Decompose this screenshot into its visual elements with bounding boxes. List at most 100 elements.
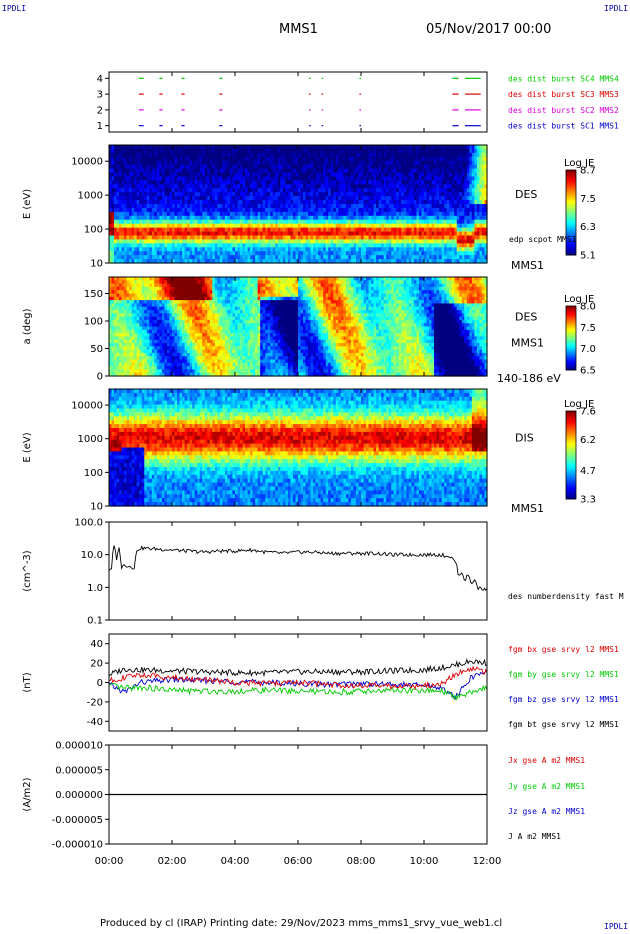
heatmap-cell [222, 184, 226, 189]
heatmap-cell [313, 227, 317, 233]
heatmap-cell [449, 227, 453, 233]
heatmap-cell [446, 160, 450, 166]
heatmap-cell [131, 145, 135, 150]
heatmap-cell [172, 223, 176, 229]
heatmap-cell [459, 215, 463, 221]
heatmap-cell [335, 243, 339, 248]
heatmap-cell [136, 196, 140, 201]
heatmap-cell [436, 192, 440, 197]
colorbar-segment [566, 197, 576, 201]
heatmap-cell [361, 247, 365, 252]
heatmap-cell [386, 223, 390, 229]
heatmap-cell [345, 255, 349, 260]
heatmap-cell [393, 200, 397, 205]
heatmap-cell [224, 227, 229, 233]
heatmap-cell [366, 180, 370, 185]
heatmap-cell [119, 200, 123, 205]
heatmap-cell [265, 180, 269, 185]
heatmap-cell [252, 235, 256, 240]
heatmap-cell [194, 235, 198, 240]
heatmap-cell [161, 251, 166, 256]
heatmap-cell [474, 204, 478, 209]
heatmap-cell [129, 223, 133, 229]
heatmap-cell [136, 251, 140, 256]
heatmap-cell [209, 192, 213, 197]
heatmap-cell [119, 235, 123, 240]
heatmap-cell [376, 243, 380, 248]
heatmap-cell [129, 333, 133, 337]
heatmap-cell [424, 145, 428, 150]
heatmap-cell [114, 326, 118, 331]
heatmap-cell [320, 200, 324, 205]
heatmap-cell [237, 207, 241, 213]
heatmap-cell [449, 172, 453, 178]
heatmap-cell [376, 184, 380, 189]
heatmap-cell [119, 352, 123, 357]
heatmap-cell [202, 200, 206, 205]
heatmap-cell [361, 160, 365, 166]
heatmap-cell [383, 200, 387, 205]
heatmap-cell [202, 172, 206, 178]
heatmap-cell [348, 188, 352, 193]
heatmap-cell [252, 160, 256, 166]
heatmap-cell [388, 204, 392, 209]
heatmap-cell [136, 259, 140, 264]
heatmap-cell [222, 211, 226, 217]
heatmap-cell [343, 152, 347, 158]
heatmap-cell [184, 192, 188, 197]
heatmap-cell [265, 188, 269, 193]
heatmap-cell [255, 180, 259, 185]
heatmap-cell [272, 172, 276, 178]
heatmap-cell [333, 223, 337, 229]
heatmap-cell [129, 239, 133, 244]
heatmap-cell [454, 231, 458, 237]
heatmap-cell [441, 235, 445, 240]
heatmap-cell [441, 243, 445, 248]
colorbar-segment [566, 174, 576, 177]
heatmap-cell [358, 215, 362, 221]
heatmap-cell [262, 223, 266, 229]
heatmap-cell [161, 211, 166, 217]
heatmap-cell [109, 343, 113, 347]
heatmap-cell [295, 211, 299, 217]
heatmap-cell [318, 259, 322, 264]
heatmap-cell [318, 172, 322, 178]
heatmap-cell [242, 176, 246, 181]
heatmap-cell [109, 356, 113, 361]
heatmap-cell [431, 156, 435, 162]
heatmap-cell [424, 259, 428, 264]
heatmap-cell [308, 239, 312, 244]
heatmap-cell [426, 192, 430, 197]
heatmap-cell [325, 219, 329, 225]
heatmap-cell [131, 156, 135, 162]
heatmap-cell [199, 184, 203, 189]
heatmap-cell [207, 255, 211, 260]
heatmap-cell [418, 211, 423, 217]
heatmap-cell [257, 172, 261, 178]
heatmap-cell [272, 219, 276, 225]
heatmap-cell [426, 215, 430, 221]
heatmap-cell [446, 207, 450, 213]
heatmap-cell [161, 219, 166, 225]
heatmap-cell [182, 243, 186, 248]
heatmap-cell [411, 215, 415, 221]
heatmap-cell [197, 164, 201, 170]
heatmap-cell [131, 283, 135, 288]
heatmap-cell [179, 219, 183, 225]
heatmap-cell [229, 219, 234, 225]
heatmap-cell [484, 176, 488, 181]
heatmap-cell [134, 192, 138, 197]
heatmap-cell [398, 180, 402, 185]
heatmap-cell [217, 215, 221, 221]
heatmap-cell [272, 176, 276, 181]
heatmap-cell [247, 176, 251, 181]
heatmap-cell [124, 259, 128, 264]
heatmap-cell [255, 243, 259, 248]
heatmap-cell [129, 277, 133, 281]
heatmap-cell [222, 156, 226, 162]
heatmap-cell [126, 359, 130, 364]
heatmap-cell [401, 247, 405, 252]
heatmap-cell [459, 204, 463, 209]
heatmap-cell [267, 219, 271, 225]
heatmap-cell [328, 172, 332, 178]
